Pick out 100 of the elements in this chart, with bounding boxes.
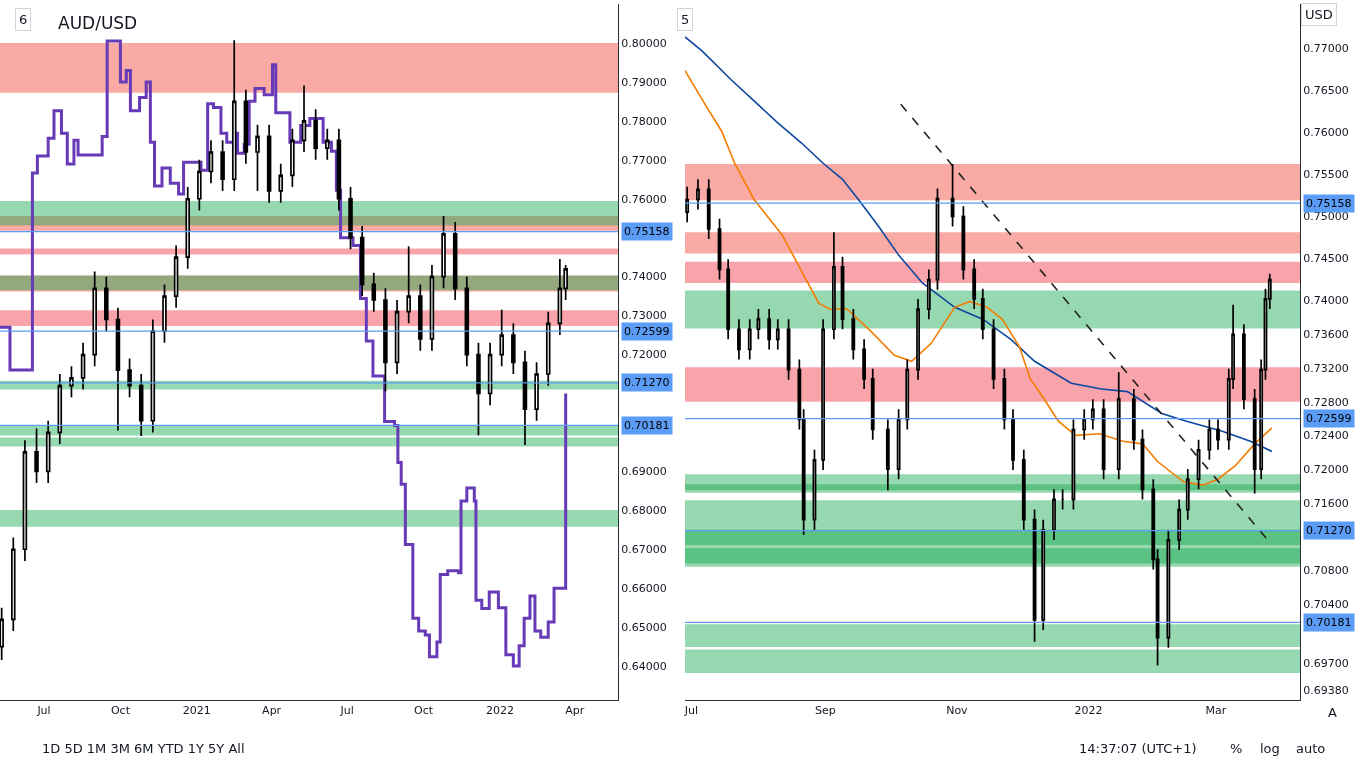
y-tick-label: 0.76000 [621,192,667,206]
candlestick [487,342,493,407]
candlestick [57,373,63,445]
candlestick [767,308,772,351]
x-tick-label: Jul [339,704,354,718]
x-tick-label: 2022 [486,704,515,718]
candlestick [92,270,97,368]
candlestick [726,258,731,341]
y-tick-label: 0.69380 [1303,683,1349,697]
candlestick [80,342,86,391]
x-tick-label: Jul [683,704,699,718]
candlestick [104,275,109,333]
y-tick-label: 0.76500 [1303,83,1349,97]
candlestick [185,186,190,270]
x-tick-label: Oct [110,704,131,718]
y-tick-label: 0.72800 [1303,395,1349,409]
ref-line-label: 0.75158 [1306,197,1352,210]
y-tick-label: 0.73200 [1303,361,1349,375]
candlestick [290,127,295,188]
text: log [1260,741,1280,756]
candlestick [1131,388,1136,451]
candlestick [545,310,551,387]
y-tick-label: 0.72000 [1303,462,1349,476]
candlestick [208,139,214,185]
y-tick-label: 0.72000 [621,348,667,362]
candlestick [499,308,504,368]
x-tick-label: 2021 [182,704,211,718]
candlestick [406,245,411,325]
candlestick [972,258,977,310]
candlestick [278,162,284,204]
candlestick [452,221,458,301]
candlestick [706,178,711,240]
x-tick-label: 2022 [1074,704,1103,718]
candlestick [961,205,966,281]
candlestick [243,88,249,165]
candlestick [870,368,875,441]
candlestick [383,287,388,392]
candlestick [255,123,260,192]
candlestick [1060,488,1065,511]
candlestick [336,127,342,212]
candlestick [756,308,761,341]
candlestick [926,268,931,320]
text: AUD/USD [58,13,138,33]
candlestick [231,39,237,192]
candlestick [851,308,856,361]
candlestick [138,373,144,437]
candlestick [1177,498,1182,551]
ref-line-label: 0.72599 [624,325,670,338]
y-tick-label: 0.65000 [621,621,667,635]
x-tick-label: Nov [946,704,969,718]
candlestick [418,283,423,352]
y-tick-label: 0.70400 [1303,597,1349,611]
candlestick [1207,418,1212,461]
candlestick [162,283,167,344]
text: USD [1305,7,1333,22]
candlestick [394,299,400,375]
y-tick-label: 0.64000 [621,659,667,673]
candlestick [522,349,528,446]
candlestick [1101,398,1106,481]
candlestick [476,342,481,436]
x-tick-label: Apr [262,704,282,718]
candlestick [885,418,890,492]
candlestick [534,361,539,422]
ref-line-label: 0.70181 [624,419,670,432]
candlestick [696,178,700,211]
text: A [1328,705,1337,720]
candlestick [115,306,121,432]
y-tick-label: 0.66000 [621,582,667,596]
candlestick [1185,468,1190,521]
text: auto [1296,741,1326,756]
y-tick-label: 0.78000 [621,114,667,128]
candlestick [173,244,179,309]
candlestick [464,275,470,368]
y-tick-label: 0.69700 [1303,656,1349,670]
x-tick-label: Sep [814,704,836,718]
candlestick [1241,323,1246,411]
y-tick-label: 0.75500 [1303,168,1349,182]
candlestick [862,338,867,390]
candlestick [821,318,826,471]
candlestick [11,536,16,632]
annotation: 6 [19,12,28,27]
candlestick [1052,488,1056,541]
candlestick [220,139,225,192]
y-tick-label: 0.73600 [1303,328,1349,342]
ref-line-label: 0.75158 [624,225,670,238]
candlestick [1041,518,1046,631]
x-tick-label: Oct [414,704,434,718]
ref-line-label: 0.70181 [1306,616,1352,629]
y-tick-label: 0.75000 [1303,210,1349,224]
candlestick [896,408,901,481]
y-tick-label: 0.74500 [1303,252,1349,266]
candlestick [831,231,836,341]
candlestick [511,322,516,375]
y-tick-label: 0.70800 [1303,564,1349,578]
text: % [1230,741,1243,756]
annotation: 5 [681,12,690,27]
candlestick [685,186,690,224]
candlestick [301,84,307,153]
ref-line-label: 0.72599 [1306,412,1352,425]
candlestick [775,318,780,351]
